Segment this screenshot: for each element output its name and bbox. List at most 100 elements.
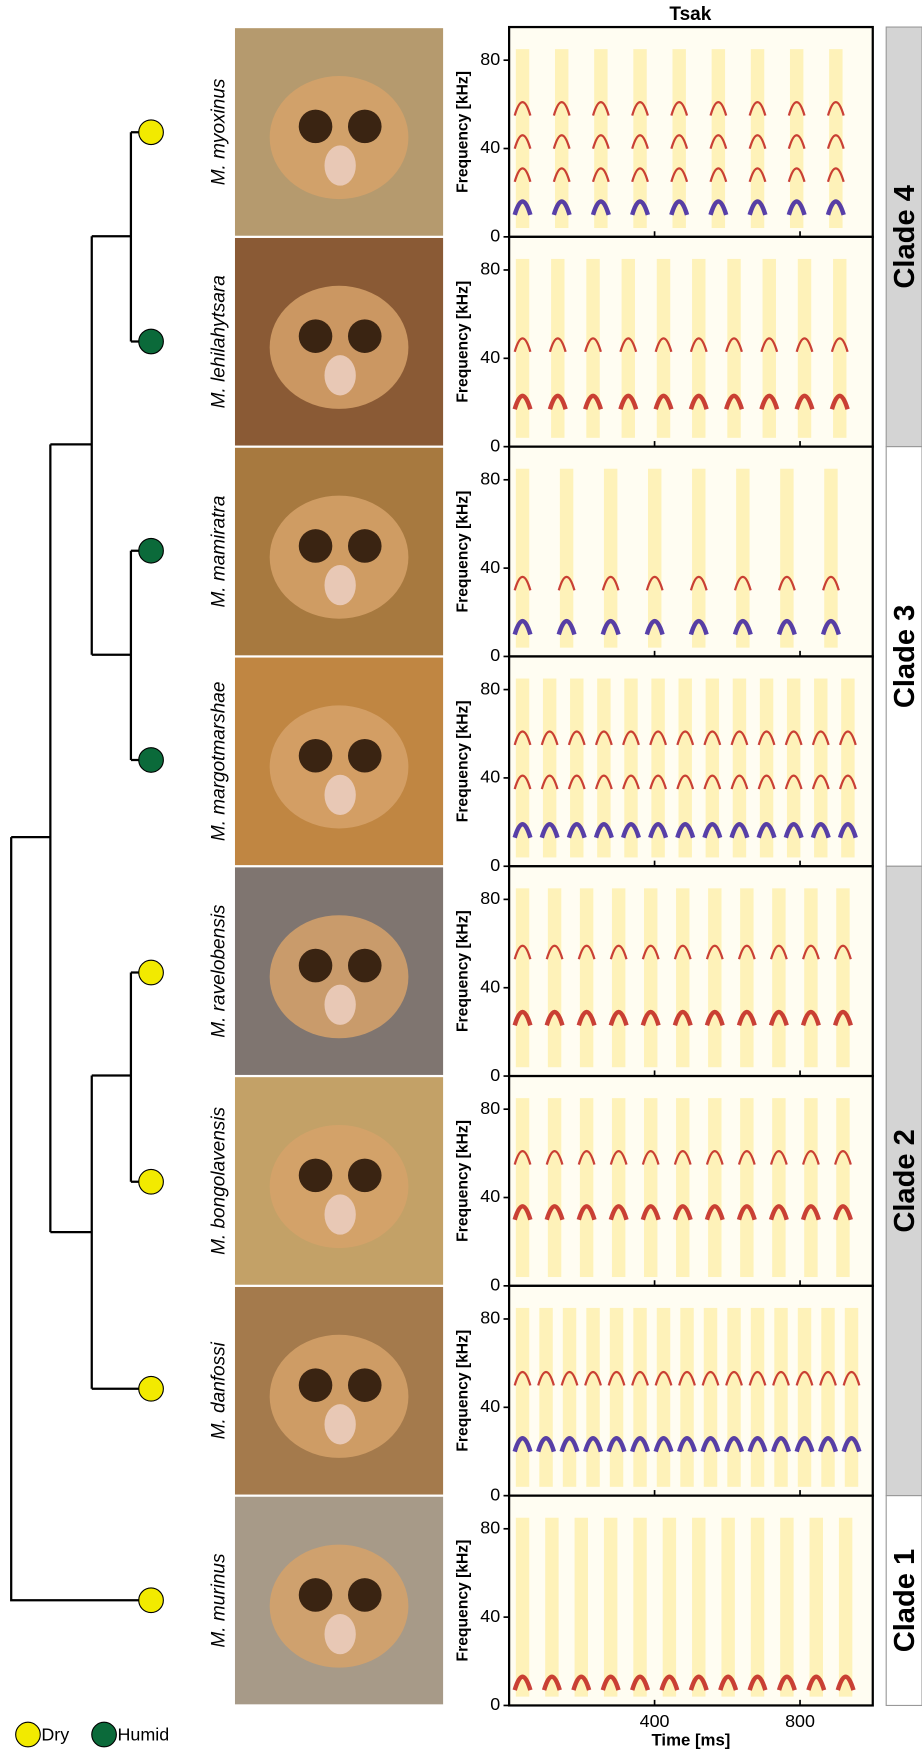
- clade-label: Clade 3: [889, 605, 921, 708]
- call-harmonic: [649, 774, 668, 790]
- call-harmonic: [644, 618, 665, 636]
- call-harmonic: [577, 1149, 596, 1165]
- call-envelope: [740, 1098, 754, 1278]
- call-harmonic: [787, 100, 806, 116]
- call-harmonic: [640, 1009, 661, 1027]
- call-harmonic: [724, 1435, 745, 1453]
- photo-eye: [347, 319, 382, 353]
- y-tick-label: 80: [480, 1308, 500, 1328]
- call-envelope: [772, 1098, 786, 1278]
- call-harmonic: [725, 1370, 743, 1386]
- call-harmonic: [729, 822, 750, 839]
- call-envelope: [750, 1517, 765, 1697]
- call-envelope: [676, 888, 690, 1068]
- y-tick-label: 40: [480, 137, 500, 157]
- call-envelope: [611, 1098, 626, 1278]
- y-tick-label: 40: [480, 557, 500, 577]
- call-envelope: [643, 888, 658, 1068]
- legend-swatch: [91, 1721, 117, 1748]
- call-harmonic: [513, 134, 532, 149]
- call-harmonic: [571, 1674, 592, 1691]
- call-envelope: [705, 678, 720, 858]
- call-envelope: [656, 1307, 671, 1487]
- call-harmonic: [677, 1435, 698, 1453]
- photo-eye: [347, 1368, 382, 1402]
- photo-head: [269, 495, 409, 619]
- y-axis-label: Frequency [kHz]: [454, 1540, 471, 1662]
- photo-eye: [298, 319, 333, 353]
- call-harmonic: [832, 1204, 853, 1221]
- call-envelope: [515, 258, 530, 438]
- call-harmonic: [584, 337, 602, 353]
- call-envelope: [586, 258, 600, 438]
- species-photo: [234, 1077, 444, 1285]
- call-harmonic: [545, 944, 564, 960]
- call-harmonic: [672, 1009, 693, 1027]
- spectrogram-bg: [509, 27, 873, 237]
- call-harmonic: [829, 393, 850, 410]
- call-harmonic: [630, 199, 651, 216]
- call-envelope: [727, 1307, 741, 1487]
- call-harmonic: [551, 199, 572, 216]
- call-harmonic: [630, 1674, 651, 1691]
- tree-branch: [11, 444, 52, 1233]
- call-envelope: [797, 258, 812, 438]
- y-tick-label: 80: [480, 49, 500, 69]
- call-harmonic: [641, 944, 660, 960]
- call-harmonic: [659, 1674, 680, 1691]
- call-harmonic: [709, 167, 728, 183]
- y-axis-label: Frequency [kHz]: [454, 1330, 471, 1452]
- call-envelope: [551, 258, 565, 438]
- call-envelope: [804, 888, 818, 1068]
- call-harmonic: [513, 575, 532, 591]
- call-harmonic: [607, 1370, 626, 1386]
- call-harmonic: [724, 393, 745, 410]
- call-harmonic: [631, 134, 649, 149]
- species-name: M. danfossi: [208, 1341, 229, 1439]
- call-harmonic: [838, 774, 857, 790]
- photo-head: [269, 285, 409, 409]
- call-harmonic: [653, 393, 674, 410]
- panel-frame: [507, 1494, 874, 1707]
- call-harmonic: [556, 618, 577, 636]
- call-harmonic: [577, 944, 596, 960]
- call-harmonic: [591, 167, 610, 183]
- habitat-dot: [138, 119, 164, 146]
- spectrogram-bg: [509, 236, 873, 447]
- clade-bar: [885, 26, 922, 448]
- call-harmonic: [512, 618, 533, 636]
- call-harmonic: [800, 1204, 821, 1221]
- photo-head: [269, 76, 409, 200]
- call-harmonic: [513, 944, 532, 960]
- call-harmonic: [811, 730, 830, 746]
- tree-branch: [50, 236, 93, 655]
- call-harmonic: [768, 1009, 789, 1027]
- call-envelope: [836, 1098, 850, 1278]
- legend-label: Dry: [41, 1724, 69, 1744]
- y-tick-label: 0: [490, 435, 500, 455]
- y-tick-label: 0: [490, 855, 500, 875]
- call-harmonic: [794, 1435, 815, 1453]
- call-envelope: [633, 49, 647, 229]
- call-envelope: [814, 678, 828, 858]
- photo-eye: [347, 529, 382, 563]
- clade-label: Clade 1: [889, 1549, 921, 1652]
- call-harmonic: [649, 730, 668, 746]
- call-harmonic: [768, 1204, 789, 1221]
- call-harmonic: [756, 822, 777, 839]
- call-harmonic: [772, 1370, 790, 1386]
- y-tick-label: 80: [480, 469, 500, 489]
- call-harmonic: [776, 1674, 797, 1691]
- spectrogram-bg: [509, 866, 873, 1077]
- call-envelope: [759, 678, 774, 858]
- call-envelope: [542, 678, 557, 858]
- call-envelope: [515, 1098, 530, 1278]
- photo-eye: [347, 1578, 382, 1612]
- call-envelope: [692, 468, 706, 648]
- call-envelope: [736, 468, 750, 648]
- call-harmonic: [835, 1674, 856, 1691]
- call-envelope: [562, 1307, 577, 1487]
- call-envelope: [721, 1517, 735, 1697]
- call-harmonic: [800, 1009, 821, 1027]
- call-harmonic: [725, 337, 743, 353]
